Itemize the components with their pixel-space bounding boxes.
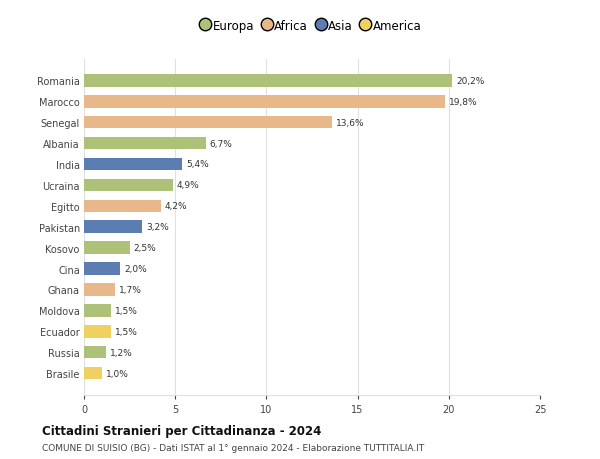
Text: 1,7%: 1,7% bbox=[119, 285, 142, 294]
Bar bbox=[84, 284, 115, 296]
Text: 1,0%: 1,0% bbox=[106, 369, 129, 378]
Text: 2,0%: 2,0% bbox=[124, 264, 147, 274]
Text: 5,4%: 5,4% bbox=[186, 160, 209, 169]
Text: 4,9%: 4,9% bbox=[177, 181, 200, 190]
Bar bbox=[84, 158, 182, 171]
Bar bbox=[84, 263, 121, 275]
Text: 1,5%: 1,5% bbox=[115, 327, 138, 336]
Text: 1,2%: 1,2% bbox=[110, 348, 132, 357]
Text: 3,2%: 3,2% bbox=[146, 223, 169, 232]
Text: 2,5%: 2,5% bbox=[133, 244, 156, 252]
Text: COMUNE DI SUISIO (BG) - Dati ISTAT al 1° gennaio 2024 - Elaborazione TUTTITALIA.: COMUNE DI SUISIO (BG) - Dati ISTAT al 1°… bbox=[42, 443, 424, 452]
Legend: Europa, Africa, Asia, America: Europa, Africa, Asia, America bbox=[197, 15, 427, 38]
Bar bbox=[84, 221, 142, 234]
Text: 1,5%: 1,5% bbox=[115, 306, 138, 315]
Text: Cittadini Stranieri per Cittadinanza - 2024: Cittadini Stranieri per Cittadinanza - 2… bbox=[42, 425, 322, 437]
Bar bbox=[84, 138, 206, 150]
Text: 19,8%: 19,8% bbox=[449, 97, 478, 106]
Bar bbox=[84, 325, 112, 338]
Bar bbox=[84, 117, 332, 129]
Bar bbox=[84, 200, 161, 213]
Text: 6,7%: 6,7% bbox=[210, 139, 233, 148]
Bar bbox=[84, 75, 452, 87]
Text: 4,2%: 4,2% bbox=[164, 202, 187, 211]
Text: 20,2%: 20,2% bbox=[456, 77, 484, 86]
Text: 13,6%: 13,6% bbox=[336, 118, 364, 128]
Bar bbox=[84, 242, 130, 254]
Bar bbox=[84, 304, 112, 317]
Bar bbox=[84, 179, 173, 192]
Bar bbox=[84, 346, 106, 358]
Bar bbox=[84, 96, 445, 108]
Bar bbox=[84, 367, 102, 380]
